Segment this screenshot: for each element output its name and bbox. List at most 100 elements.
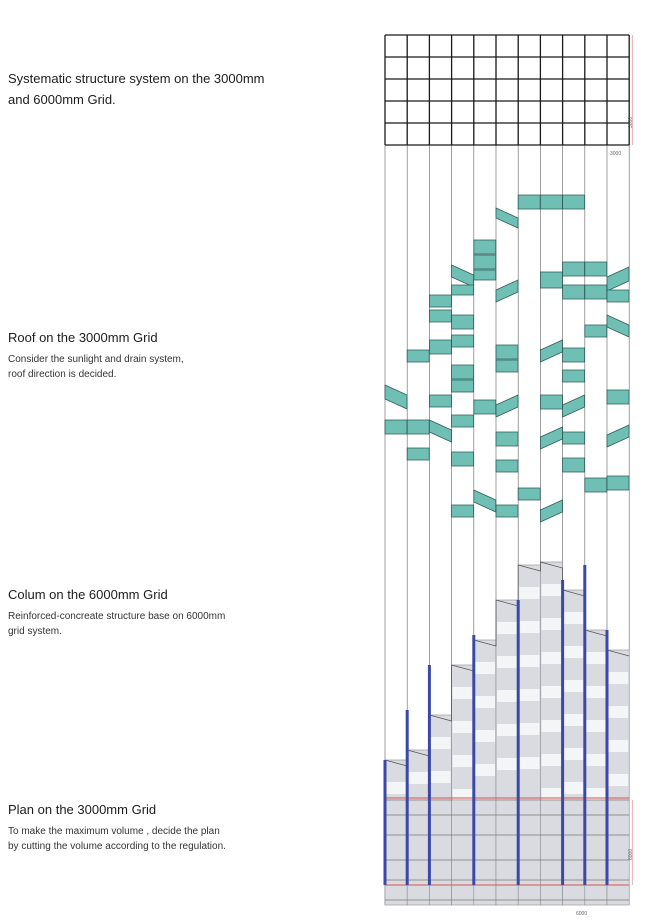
roof-panel [562,369,585,383]
roof-panel [451,284,475,296]
roof-panel [517,487,541,501]
volume-opening [541,788,562,800]
roof-panel [384,384,408,410]
roof-panel [562,194,585,210]
roof-panel [540,499,563,523]
roof-panel [495,394,519,418]
roof-panel [428,419,452,443]
volume-opening [452,789,473,801]
roof-panel [540,271,563,289]
roof-panel [473,399,497,415]
volume-opening [452,721,473,733]
roof-panel [606,289,630,303]
roof-panel [562,347,585,363]
volume-opening [497,758,518,770]
roof-panel [495,279,519,303]
roof-panel [540,426,563,450]
volume-opening [541,686,562,698]
section-grid-title: Systematic structure system on the 3000m… [8,71,265,107]
volume-opening [474,662,495,674]
plan-layer [385,797,633,901]
roof-panel [540,394,563,410]
volume-opening [563,714,584,726]
section-column-title: Colum on the 6000mm Grid [8,587,168,602]
volume-block [384,759,408,906]
volume-opening [519,689,540,701]
volume-opening [608,774,629,786]
volume-block [495,599,519,906]
columns [383,565,609,885]
volume-opening [497,622,518,634]
volume-opening [497,690,518,702]
volume-opening [541,618,562,630]
volume-opening [452,755,473,767]
volume-opening [563,646,584,658]
roof-panel [495,459,519,473]
roof-panel [606,389,630,405]
volume-opening [474,696,495,708]
roof-panel [584,477,608,493]
roof-panel [540,339,563,363]
section-plan-description: To make the maximum volume , decide the … [8,826,226,852]
volume-opening [386,782,407,794]
volume-block [584,629,608,906]
roof-panels [384,194,630,523]
roof-panel [606,424,630,448]
volume-opening [519,621,540,633]
grid-dimension-label: 3000 [610,151,621,157]
roof-panel [473,239,497,255]
roof-panel [606,314,630,338]
roof-panel [584,284,608,300]
roof-panel [384,419,408,435]
volume-opening [474,730,495,742]
roof-panel [428,309,452,323]
section-plan-title: Plan on the 3000mm Grid [8,802,157,817]
volume-opening [563,612,584,624]
volume-opening [585,652,606,664]
roof-panel [562,394,585,418]
volume-opening [585,788,606,800]
roof-panel [451,379,475,393]
volume-opening [541,720,562,732]
volume-block [451,664,475,906]
volume-opening [563,680,584,692]
roof-panel [451,314,475,330]
roof-panel [584,261,608,277]
roof-panel [406,419,430,435]
roof-panel [495,344,519,360]
roof-panel [451,414,475,428]
bottom-dimension-label: 6000 [576,911,587,917]
roof-panel [428,294,452,308]
roof-panel [562,431,585,445]
roof-panel [406,447,430,461]
volume-opening [452,687,473,699]
plan-side-label: 6000 [628,849,634,860]
section-roof: Roof on the 3000mm Grid Consider the sun… [8,327,348,382]
volume-opening [430,737,451,749]
roof-panel [606,266,630,292]
volume-opening [519,757,540,769]
roof-panel [473,269,497,281]
volume-opening [563,748,584,760]
roof-panel [451,334,475,348]
volume-opening [519,587,540,599]
building-volumes [384,561,630,906]
roof-panel [540,194,563,210]
section-column-description: Reinforced-concreate structure base on 6… [8,611,226,637]
volume-opening [585,686,606,698]
roof-panel [584,324,608,338]
roof-panel [562,284,585,300]
volume-opening [608,672,629,684]
volume-block [562,589,586,906]
volume-opening [497,724,518,736]
top-grid [384,34,633,146]
roof-panel [473,254,497,270]
volume-opening [608,740,629,752]
roof-panel [495,431,519,447]
volume-opening [541,584,562,596]
volume-opening [563,782,584,794]
roof-panel [562,457,585,473]
section-column: Colum on the 6000mm Grid Reinforced-conc… [8,584,348,639]
grid-side-label: 3000 [628,117,634,128]
